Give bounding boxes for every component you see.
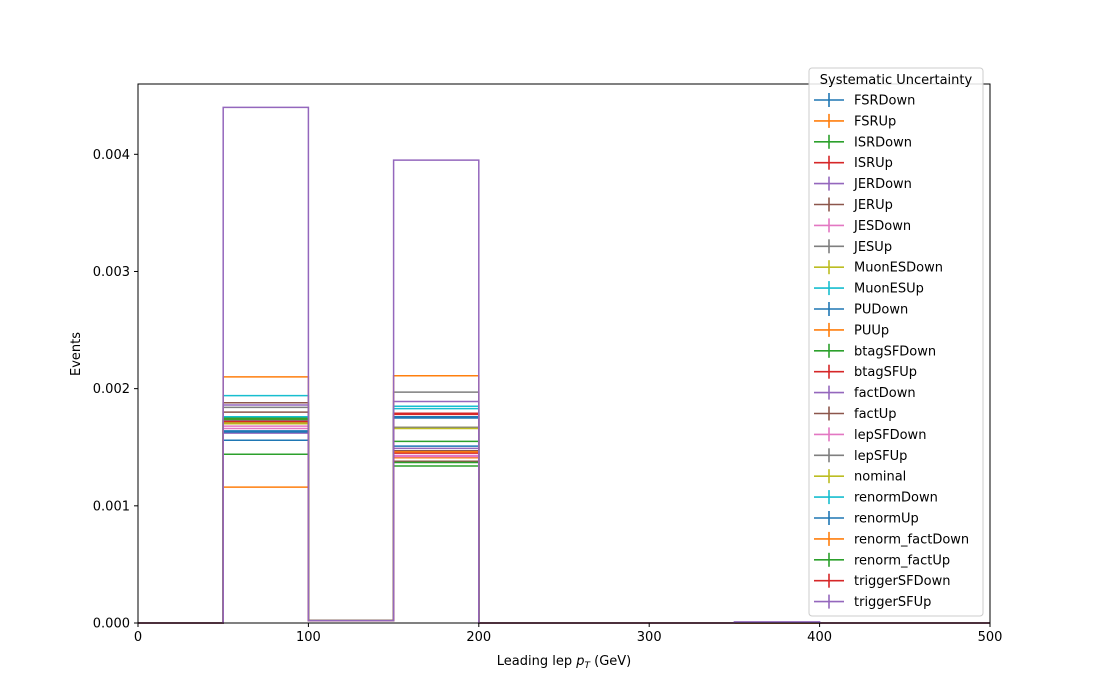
legend-label: JERUp xyxy=(853,198,893,213)
y-tick-label: 0.002 xyxy=(93,382,130,397)
legend-item: lepSFUp xyxy=(814,448,907,464)
legend-label: JESUp xyxy=(853,240,892,255)
legend-item: btagSFUp xyxy=(814,364,917,380)
legend-item: factDown xyxy=(814,385,916,401)
legend-label: MuonESDown xyxy=(854,261,943,276)
legend: Systematic Uncertainty FSRDown FSRUp ISRDo… xyxy=(808,67,984,617)
legend-item: renormUp xyxy=(814,511,919,527)
legend-item: FSRDown xyxy=(814,93,915,109)
legend-label: MuonESUp xyxy=(854,282,924,297)
legend-item: JESUp xyxy=(814,239,892,255)
legend-item: MuonESDown xyxy=(814,260,943,276)
legend-item: nominal xyxy=(814,469,906,485)
x-axis-label-subscript: T xyxy=(584,661,591,671)
legend-item: JERUp xyxy=(814,197,893,213)
legend-item: ISRUp xyxy=(814,155,893,171)
legend-label: JESDown xyxy=(853,219,911,234)
legend-label: JERDown xyxy=(853,177,912,192)
legend-item: MuonESUp xyxy=(814,281,924,297)
legend-item: renorm_factDown xyxy=(814,531,969,547)
legend-label: ISRUp xyxy=(854,156,893,171)
legend-item: PUUp xyxy=(814,322,889,338)
legend-label: renorm_factDown xyxy=(854,532,969,547)
legend-item: ISRDown xyxy=(814,134,912,150)
legend-label: lepSFDown xyxy=(854,428,926,443)
legend-item: renormDown xyxy=(814,490,938,506)
legend-label: triggerSFDown xyxy=(854,574,950,589)
legend-item: renorm_factUp xyxy=(814,552,950,568)
legend-label: triggerSFUp xyxy=(854,595,931,610)
legend-item: PUDown xyxy=(814,302,908,318)
axes-frame xyxy=(137,83,991,624)
legend-item: factUp xyxy=(814,406,897,422)
legend-item: triggerSFUp xyxy=(814,594,931,610)
legend-label: ISRDown xyxy=(854,135,912,150)
legend-item: btagSFDown xyxy=(814,343,936,359)
legend-label: nominal xyxy=(854,470,906,485)
legend-title: Systematic Uncertainty xyxy=(820,73,973,88)
x-tick-label: 500 xyxy=(978,630,1003,645)
y-tick-label: 0.001 xyxy=(93,499,130,514)
legend-label: PUUp xyxy=(854,323,889,338)
legend-label: renorm_factUp xyxy=(854,553,950,568)
legend-label: btagSFUp xyxy=(854,365,917,380)
y-axis-label: Events xyxy=(69,332,84,376)
legend-label: renormUp xyxy=(854,512,919,527)
legend-item: FSRUp xyxy=(814,113,896,129)
legend-item: triggerSFDown xyxy=(814,573,950,589)
legend-items: FSRDown FSRUp ISRDown ISRUp JERDown JERUp JESD… xyxy=(814,93,969,610)
legend-label: lepSFUp xyxy=(854,449,907,464)
legend-label: PUDown xyxy=(854,303,908,318)
legend-item: JERDown xyxy=(814,176,912,192)
x-tick-label: 400 xyxy=(807,630,832,645)
legend-label: renormDown xyxy=(854,491,938,506)
legend-label: FSRDown xyxy=(854,94,915,109)
x-axis-label-unit: (GeV) xyxy=(590,654,631,669)
x-tick-label: 100 xyxy=(296,630,321,645)
y-tick-label: 0.004 xyxy=(93,148,130,163)
legend-item: JESDown xyxy=(814,218,911,234)
x-axis-label-math: p xyxy=(575,654,584,669)
legend-label: FSRUp xyxy=(854,114,896,129)
x-axis: 0 100 200 300 400 500 xyxy=(134,623,1003,645)
legend-item: lepSFDown xyxy=(814,427,926,443)
legend-label: factUp xyxy=(854,407,897,422)
legend-label: btagSFDown xyxy=(854,344,936,359)
x-tick-label: 200 xyxy=(466,630,491,645)
x-tick-label: 300 xyxy=(637,630,662,645)
y-axis: 0.000 0.001 0.002 0.003 0.004 xyxy=(93,148,138,632)
x-axis-label: Leading lep pT (GeV) xyxy=(497,654,631,671)
y-tick-label: 0.003 xyxy=(93,265,130,280)
legend-box xyxy=(808,67,984,617)
x-tick-label: 0 xyxy=(134,630,142,645)
y-tick-label: 0.000 xyxy=(93,617,130,632)
legend-label: factDown xyxy=(854,386,916,401)
